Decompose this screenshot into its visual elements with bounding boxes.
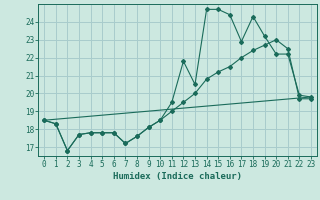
X-axis label: Humidex (Indice chaleur): Humidex (Indice chaleur) — [113, 172, 242, 181]
